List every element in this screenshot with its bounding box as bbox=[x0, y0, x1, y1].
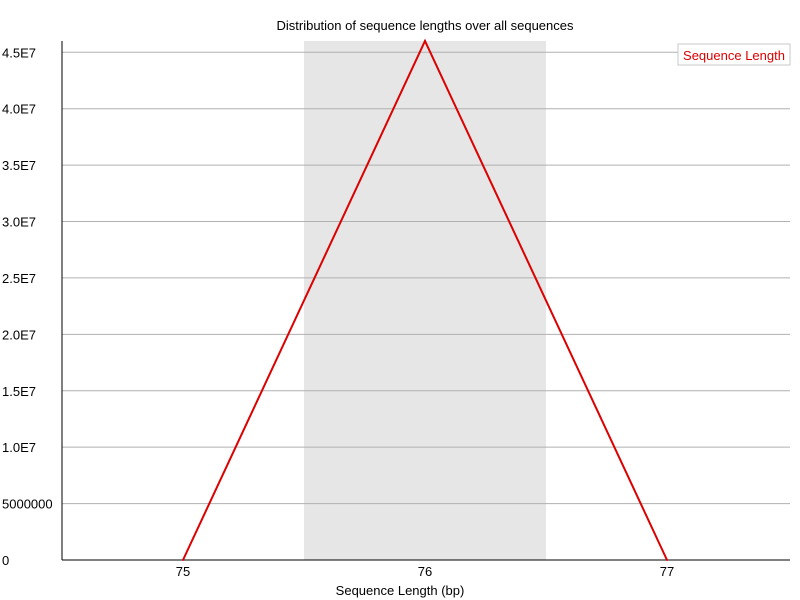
y-tick-label: 2.5E7 bbox=[2, 271, 36, 286]
y-tick-label: 1.5E7 bbox=[2, 384, 36, 399]
x-tick-label: 76 bbox=[418, 564, 432, 579]
x-tick-label: 77 bbox=[660, 564, 674, 579]
highlight-band bbox=[304, 41, 546, 560]
y-tick-label: 3.5E7 bbox=[2, 158, 36, 173]
y-tick-label: 1.0E7 bbox=[2, 440, 36, 455]
legend-box bbox=[677, 43, 791, 66]
y-tick-label: 0 bbox=[2, 553, 9, 568]
chart-title: Distribution of sequence lengths over al… bbox=[276, 18, 574, 33]
legend-label-sequence-length: Sequence Length bbox=[683, 48, 785, 63]
y-tick-label: 5000000 bbox=[2, 497, 53, 512]
legend: Sequence Length bbox=[677, 43, 791, 66]
x-tick-label: 75 bbox=[176, 564, 190, 579]
y-tick-label: 4.5E7 bbox=[2, 45, 36, 60]
y-tick-label: 3.0E7 bbox=[2, 215, 36, 230]
y-tick-label: 4.0E7 bbox=[2, 102, 36, 117]
x-axis-label: Sequence Length (bp) bbox=[336, 583, 465, 598]
y-tick-label: 2.0E7 bbox=[2, 327, 36, 342]
data-point bbox=[666, 559, 668, 561]
data-point bbox=[424, 40, 426, 42]
data-point bbox=[182, 559, 184, 561]
